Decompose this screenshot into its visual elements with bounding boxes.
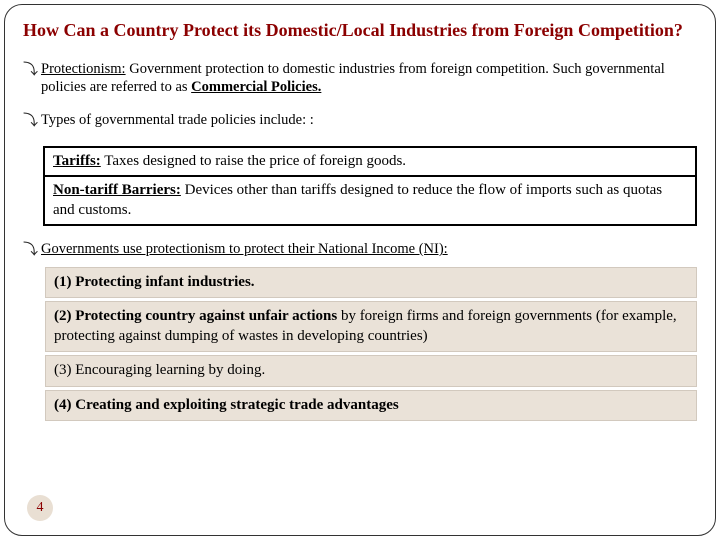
ni-item-2: (2) Protecting country against unfair ac… — [45, 301, 697, 352]
bullet-text: Protectionism: Government protection to … — [41, 60, 697, 98]
bullet-text: Governments use protectionism to protect… — [41, 240, 697, 259]
term-protectionism: Protectionism: — [41, 61, 126, 77]
ni-lead: (1) Protecting infant industries. — [54, 274, 255, 290]
ni-lead: (2) Protecting country against unfair ac… — [54, 308, 337, 324]
bullet-icon: ⤵ — [23, 60, 41, 81]
bullet-ni: ⤵ Governments use protectionism to prote… — [23, 240, 697, 261]
text-segment: Government protection to domestic indust… — [41, 61, 665, 96]
slide-title: How Can a Country Protect its Domestic/L… — [23, 19, 697, 42]
ni-lead: (3) Encouraging learning by doing. — [54, 362, 265, 378]
ni-reasons-list: (1) Protecting infant industries. (2) Pr… — [45, 267, 697, 422]
box-tariffs: Tariffs: Taxes designed to raise the pri… — [45, 148, 695, 176]
ni-item-1: (1) Protecting infant industries. — [45, 267, 697, 299]
bullet-icon: ⤵ — [23, 240, 41, 261]
bullet-text: Types of governmental trade policies inc… — [41, 111, 697, 130]
ni-item-4: (4) Creating and exploiting strategic tr… — [45, 390, 697, 422]
bullet-icon: ⤵ — [23, 111, 41, 132]
policy-types-box: Tariffs: Taxes designed to raise the pri… — [43, 146, 697, 227]
term-tariffs: Tariffs: — [53, 153, 101, 169]
term-commercial-policies: Commercial Policies. — [191, 79, 321, 95]
text-segment: Taxes designed to raise the price of for… — [101, 153, 406, 169]
term-nontariff: Non-tariff Barriers: — [53, 182, 181, 198]
box-nontariff: Non-tariff Barriers: Devices other than … — [45, 175, 695, 224]
slide-frame: How Can a Country Protect its Domestic/L… — [4, 4, 716, 536]
bullet-types: ⤵ Types of governmental trade policies i… — [23, 111, 697, 132]
page-number: 4 — [27, 495, 53, 521]
ni-lead: (4) Creating and exploiting strategic tr… — [54, 397, 399, 413]
ni-item-3: (3) Encouraging learning by doing. — [45, 355, 697, 387]
bullet-protectionism: ⤵ Protectionism: Government protection t… — [23, 60, 697, 98]
